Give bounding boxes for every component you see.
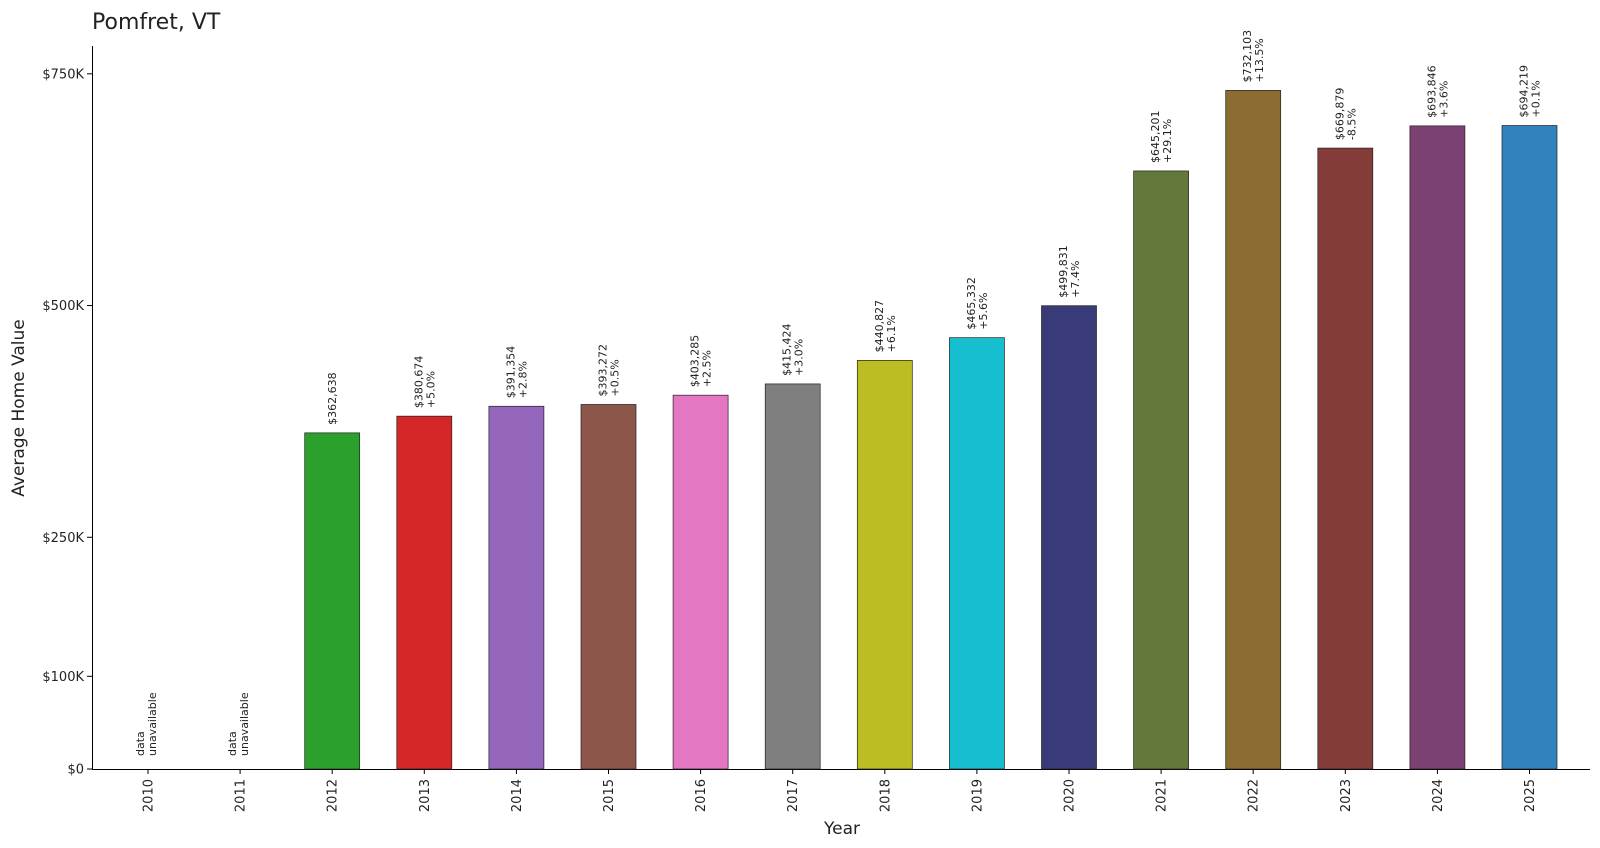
x-tick-label: 2021 bbox=[1155, 779, 1170, 812]
x-tick-label: 2012 bbox=[326, 779, 341, 812]
x-tick-label: 2025 bbox=[1523, 779, 1538, 812]
y-axis-label: Average Home Value bbox=[9, 319, 29, 497]
data-unavailable-label: unavailable bbox=[238, 692, 251, 756]
x-tick-label: 2023 bbox=[1339, 779, 1354, 812]
bar-value-label: $499,831 bbox=[1057, 245, 1070, 298]
x-tick-label: 2022 bbox=[1247, 779, 1262, 812]
bar-change-label: +3.6% bbox=[1437, 81, 1450, 118]
bar-2023 bbox=[1317, 147, 1374, 770]
data-unavailable-label: unavailable bbox=[146, 692, 159, 756]
x-ticks: 2010 2011 2012 2013 2014 2015 2016 2017 2018 2019… bbox=[142, 769, 1538, 812]
y-ticks: $0 $100K $250K $500K $750K bbox=[42, 67, 92, 778]
bar-2012 bbox=[304, 432, 361, 770]
bar-2019 bbox=[949, 337, 1005, 770]
x-tick-label: 2017 bbox=[786, 779, 801, 812]
bar-2016 bbox=[672, 394, 729, 770]
bar-change-label: +29.1% bbox=[1161, 119, 1174, 163]
bar-value-label: $693,846 bbox=[1425, 65, 1438, 118]
x-tick-label: 2014 bbox=[510, 779, 525, 812]
bar-change-label: +5.6% bbox=[977, 293, 990, 330]
bar-change-label: +2.5% bbox=[701, 350, 714, 387]
bar-2024 bbox=[1409, 125, 1466, 770]
bar-2015 bbox=[580, 404, 637, 770]
bar-value-label: $440,827 bbox=[873, 300, 886, 353]
x-tick-label: 2020 bbox=[1063, 779, 1078, 812]
bar-change-label: +2.8% bbox=[516, 361, 529, 398]
bar-2022 bbox=[1225, 90, 1282, 770]
bar-value-label: $391,354 bbox=[504, 346, 517, 399]
y-tick-label: $250K bbox=[42, 531, 84, 546]
bar-change-label: +13.5% bbox=[1253, 38, 1266, 82]
bar-value-label: $380,674 bbox=[412, 356, 425, 409]
bar-value-label: $415,424 bbox=[781, 323, 794, 376]
bar-value-label: $393,272 bbox=[597, 344, 610, 397]
bar-value-label: $694,219 bbox=[1518, 65, 1531, 118]
bar-change-label: +0.5% bbox=[609, 359, 622, 396]
chart-title: Pomfret, VT bbox=[92, 10, 221, 35]
bar-change-label: +7.4% bbox=[1069, 261, 1082, 298]
x-tick-label: 2016 bbox=[694, 779, 709, 812]
bar-value-label: $465,332 bbox=[965, 277, 978, 330]
bar-2020 bbox=[1041, 305, 1097, 770]
bar-2017 bbox=[764, 383, 821, 770]
y-tick-label: $500K bbox=[42, 299, 84, 314]
x-tick-label: 2010 bbox=[142, 779, 157, 812]
bar-change-label: -8.5% bbox=[1345, 108, 1358, 140]
x-tick-label: 2018 bbox=[878, 779, 893, 812]
bar-value-label: $645,201 bbox=[1149, 110, 1162, 163]
y-tick-label: $0 bbox=[67, 763, 84, 778]
bar-value-label: $403,285 bbox=[689, 335, 702, 388]
x-tick-label: 2013 bbox=[418, 779, 433, 812]
x-tick-label: 2019 bbox=[970, 779, 985, 812]
bar-2021 bbox=[1133, 170, 1189, 770]
bar-2018 bbox=[856, 360, 913, 770]
x-axis-label: Year bbox=[823, 819, 860, 839]
bar-2013 bbox=[396, 415, 453, 770]
data-unavailable-label: data bbox=[134, 731, 147, 756]
bar-2014 bbox=[488, 405, 545, 770]
bar-value-label: $669,879 bbox=[1333, 88, 1346, 141]
bar-change-label: +3.0% bbox=[793, 339, 806, 376]
x-tick-label: 2011 bbox=[234, 779, 249, 812]
bars: data unavailable data unavailable$362,638 $3… bbox=[134, 30, 1558, 770]
bar-value-label: $732,103 bbox=[1241, 30, 1254, 83]
x-tick-label: 2015 bbox=[602, 779, 617, 812]
bar-value-label: $362,638 bbox=[326, 372, 339, 425]
data-unavailable-label: data bbox=[226, 731, 239, 756]
x-tick-label: 2024 bbox=[1431, 779, 1446, 812]
bar-change-label: +0.1% bbox=[1530, 80, 1543, 117]
bar-change-label: +6.1% bbox=[885, 315, 898, 352]
bar-2025 bbox=[1501, 125, 1558, 770]
y-tick-label: $750K bbox=[42, 67, 84, 82]
y-tick-label: $100K bbox=[42, 670, 84, 685]
bar-change-label: +5.0% bbox=[424, 371, 437, 408]
